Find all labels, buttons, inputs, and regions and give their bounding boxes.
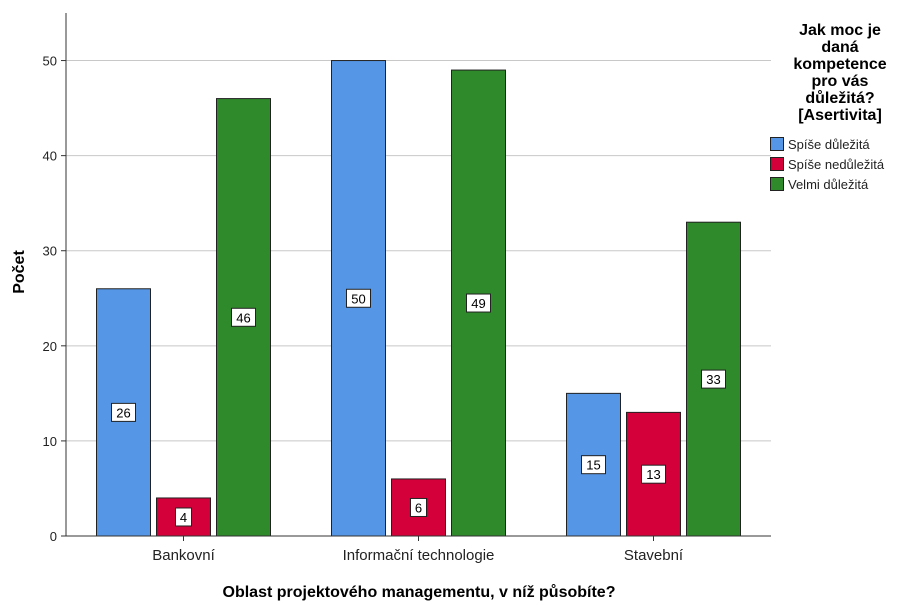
bars-group	[96, 60, 741, 537]
data-label: 46	[236, 310, 250, 325]
data-label-box	[346, 288, 371, 308]
x-tick-label: Informační technologie	[343, 547, 495, 564]
data-label-box	[641, 464, 666, 484]
legend: Jak moc je daná kompetence pro vás důležitá?…	[770, 22, 910, 194]
data-labels-group: 26 4 46 50 6 49 15 13 33	[111, 288, 726, 527]
y-tick-label: 20	[43, 339, 57, 354]
legend-title-line: kompetence	[793, 56, 887, 73]
legend-item: Spíše důležitá	[770, 134, 910, 154]
y-tick-label: 0	[50, 529, 57, 544]
legend-title-line: pro vás	[811, 73, 869, 90]
legend-title-line: [Asertivita]	[798, 107, 882, 124]
data-label: 26	[116, 405, 130, 420]
x-tick-label: Stavební	[624, 547, 684, 564]
legend-list: Spíše důležitá Spíše nedůležitá Velmi důle…	[770, 134, 910, 194]
y-tick-label: 50	[43, 54, 57, 69]
legend-swatch	[770, 177, 784, 191]
legend-item: Velmi důležitá	[770, 174, 910, 194]
axes-group: 0 10 20 30 40 50 Bankovní Informační technologi…	[43, 13, 771, 564]
data-label: 49	[471, 296, 485, 311]
data-label: 13	[646, 467, 660, 482]
x-tick-label: Bankovní	[152, 547, 215, 564]
data-label-box	[410, 497, 427, 517]
data-label-box	[581, 455, 606, 475]
data-label: 50	[351, 291, 365, 306]
legend-swatch	[770, 157, 784, 171]
y-tick-label: 10	[43, 434, 57, 449]
data-label-box	[466, 293, 491, 313]
legend-item: Spíše nedůležitá	[770, 154, 910, 174]
data-label-box	[111, 402, 136, 422]
legend-title-line: Jak moc je	[799, 22, 881, 39]
data-label-box	[175, 507, 192, 527]
data-label: 6	[415, 500, 422, 515]
y-tick-label: 30	[43, 244, 57, 259]
legend-swatch	[770, 137, 784, 151]
legend-label: Spíše nedůležitá	[788, 156, 885, 172]
legend-label: Velmi důležitá	[788, 176, 869, 192]
data-label-box	[231, 307, 256, 327]
data-label: 15	[586, 458, 600, 473]
data-label: 33	[706, 372, 720, 387]
legend-title-line: důležitá?	[805, 90, 875, 107]
y-axis-label: Počet	[11, 250, 28, 294]
x-axis-label: Oblast projektového managementu, v níž p…	[223, 584, 616, 601]
legend-title-line: daná	[821, 39, 859, 56]
legend-label: Spíše důležitá	[788, 136, 870, 152]
legend-title: Jak moc je daná kompetence pro vás důležitá?…	[770, 22, 910, 124]
y-tick-label: 40	[43, 149, 57, 164]
grid-lines	[66, 60, 771, 442]
data-label-box	[701, 369, 726, 389]
data-label: 4	[180, 510, 187, 525]
